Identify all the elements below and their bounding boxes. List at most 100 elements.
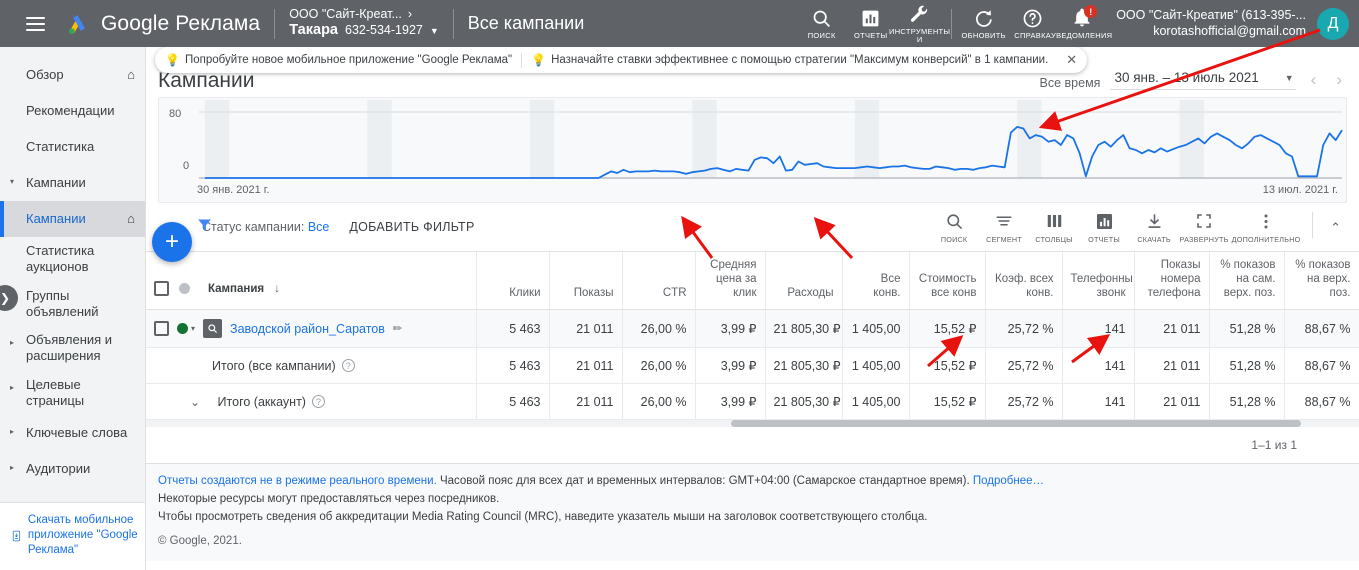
total-account-label: Итого (аккаунт) [217,394,306,409]
campaign-name-link[interactable]: Заводской район_Саратов [230,321,385,336]
close-icon[interactable]: ✕ [1066,52,1078,67]
sidebar-item-campaigns-group[interactable]: ▾ Кампании [0,165,145,201]
th-impressions[interactable]: Показы [549,252,623,311]
th-ctr[interactable]: CTR [622,252,696,311]
page-title: Кампании [158,69,255,92]
account-selector[interactable]: ООО "Сайт-Креат... › Такара 632-534-1927… [289,7,439,40]
tip-item-1[interactable]: 💡 Попробуйте новое мобильное приложение … [165,53,512,67]
sidebar-item-recommendations[interactable]: Рекомендации [0,93,145,129]
cell-cost: 21 805,30 ₽ [765,383,843,421]
sidebar-item-ad-groups[interactable]: ▸ Группы объявлений [0,282,145,327]
sidebar-collapse-toggle[interactable]: ❯ [0,285,18,311]
sidebar-item-label: Обзор [26,66,64,82]
sidebar-item-audiences[interactable]: ▸ Аудитории [0,451,145,487]
chevron-right-icon: ▸ [10,463,15,472]
header-help-button[interactable]: СПРАВКА [1008,7,1057,40]
campaign-type-search-icon [203,319,223,339]
sidebar-item-keywords[interactable]: ▸ Ключевые слова [0,415,145,451]
footer-realtime-link[interactable]: Отчеты создаются не в режиме реального в… [158,475,437,487]
status-dot-header-icon [179,283,190,295]
campaigns-table: Кампания ↓ Клики Показы CTR Средняя цена… [146,252,1359,421]
new-campaign-button[interactable]: + [152,222,192,262]
edit-pencil-icon[interactable]: ✏ [392,323,403,336]
sidebar-nav-list: Обзор ⌂ Рекомендации Статистика ▾ Кампан… [0,47,145,487]
cell-campaign-name: ▾ Заводской район_Саратов ✏ [146,309,477,349]
header-divider-1 [274,8,276,39]
date-range-prev-button[interactable]: ‹ [1310,70,1317,89]
sidebar-item-landing-pages[interactable]: ▸ Целевые страницы [0,371,145,416]
th-phone-calls[interactable]: Телефонны звонк [1062,252,1135,311]
th-clicks[interactable]: Клики [476,252,550,311]
header-notifications-button[interactable]: ! УВЕДОМЛЕНИЯ [1051,5,1112,40]
cell-phone-calls: 141 [1062,383,1135,421]
notification-badge: ! [1084,5,1098,19]
expand-chevron-icon[interactable]: ⌄ [190,394,201,409]
th-top-impr-share[interactable]: % показов на верх. поз. [1284,252,1359,311]
add-filter-button[interactable]: ДОБАВИТЬ ФИЛЬТР [349,220,475,234]
footer-more-link[interactable]: Подробнее… [972,475,1044,487]
table-search-button[interactable]: ПОИСК [929,211,979,244]
date-range-next-button[interactable]: › [1336,70,1342,89]
refresh-icon [973,7,994,29]
campaign-status-filter[interactable]: Статус кампании: Все [202,220,329,234]
header-search-button[interactable]: ПОИСК [797,7,846,40]
brand-logo-area[interactable]: Google Реклама [66,11,260,37]
avatar[interactable]: Д [1317,7,1349,40]
toolbar-divider [1312,211,1314,238]
chevron-right-icon: ▸ [10,382,15,392]
header-reports-label: ОТЧЕТЫ [853,31,888,41]
table-row[interactable]: ▾ Заводской район_Саратов ✏ [146,309,1359,349]
header-tools-button[interactable]: ИНСТРУМЕНТЫ И [889,3,950,44]
cell-ctr: 26,00 % [622,383,696,421]
total-all-campaigns-label: Итого (все кампании) [212,358,336,373]
sidebar-item-auction-insights[interactable]: Статистика аукционов [0,237,145,282]
th-all-conv-rate[interactable]: Коэф. всех конв. [985,252,1063,311]
sidebar-item-overview[interactable]: Обзор ⌂ [0,57,145,93]
horizontal-scrollbar-thumb[interactable] [731,420,1301,427]
row-checkbox[interactable] [154,321,169,337]
cell-all-conversions: 1 405,00 [842,383,910,421]
filter-icon[interactable] [196,216,213,238]
table-more-button[interactable]: ДОПОЛНИТЕЛЬНО [1229,211,1303,244]
table-download-button[interactable]: СКАЧАТЬ [1129,211,1179,244]
select-all-checkbox[interactable] [154,281,169,297]
table-row: Итого (все кампании) ? 5 463 21 011 26,0… [146,347,1359,385]
th-phone-impressions[interactable]: Показы номера телефона [1134,252,1210,311]
cell-phone-calls: 141 [1062,347,1135,385]
campaign-status-filter-label: Статус кампании: [202,220,305,234]
th-cost-all-conv[interactable]: Стоимость все конв [909,252,986,311]
help-icon[interactable]: ? [341,359,355,373]
table-expand-button[interactable]: РАЗВЕРНУТЬ [1179,211,1229,244]
performance-chart-svg [198,100,1343,179]
th-top-abs-impr-share[interactable]: % показов на сам. верх. поз. [1209,252,1285,311]
help-icon[interactable]: ? [311,395,325,409]
table-segment-button[interactable]: СЕГМЕНТ [979,211,1029,244]
header-refresh-button[interactable]: ОБНОВИТЬ [959,7,1008,40]
segment-icon [994,211,1014,232]
home-icon: ⌂ [127,210,135,226]
header-help-label: СПРАВКА [1014,31,1052,41]
campaign-status[interactable]: ▾ [177,323,195,335]
tip-item-2[interactable]: 💡 Назначайте ставки эффективнее с помощь… [531,53,1048,67]
filter-toolbar: Статус кампании: Все ДОБАВИТЬ ФИЛЬТР ПОИ… [146,203,1359,251]
table-columns-button[interactable]: СТОЛБЦЫ [1029,211,1079,244]
date-range-picker[interactable]: 30 янв. – 13 июль 2021 ▼ [1110,70,1296,90]
header-reports-button[interactable]: ОТЧЕТЫ [846,7,895,40]
table-reports-button[interactable]: ОТЧЕТЫ [1079,211,1129,244]
th-cost[interactable]: Расходы [765,252,843,311]
th-all-conversions[interactable]: Все конв. [842,252,910,311]
chevron-up-icon[interactable]: ⌃ [1330,219,1341,235]
sidebar-item-ads-extensions[interactable]: ▸ Объявления и расширения [0,326,145,371]
performance-chart[interactable]: 80 0 30 янв. 2021 г. 13 июл. 2021 г. [158,97,1347,203]
sidebar-app-download[interactable]: Скачать мобильное приложение "Google Рек… [0,502,145,570]
sidebar-item-statistics[interactable]: Статистика [0,129,145,165]
cell-cost-all-conv: 15,52 ₽ [909,347,986,385]
hamburger-icon[interactable] [12,16,58,31]
sidebar-item-campaigns[interactable]: Кампании ⌂ [0,201,145,237]
tip-1-text: Попробуйте новое мобильное приложение "G… [184,54,513,66]
header-search-label: ПОИСК [807,31,836,41]
cell-phone-calls: 141 [1062,309,1135,349]
th-avg-cpc[interactable]: Средняя цена за клик [695,252,766,311]
th-campaign[interactable]: Кампания ↓ [146,252,477,311]
user-account-info[interactable]: ООО "Сайт-Креатив" (613-395-... korotash… [1116,8,1306,39]
